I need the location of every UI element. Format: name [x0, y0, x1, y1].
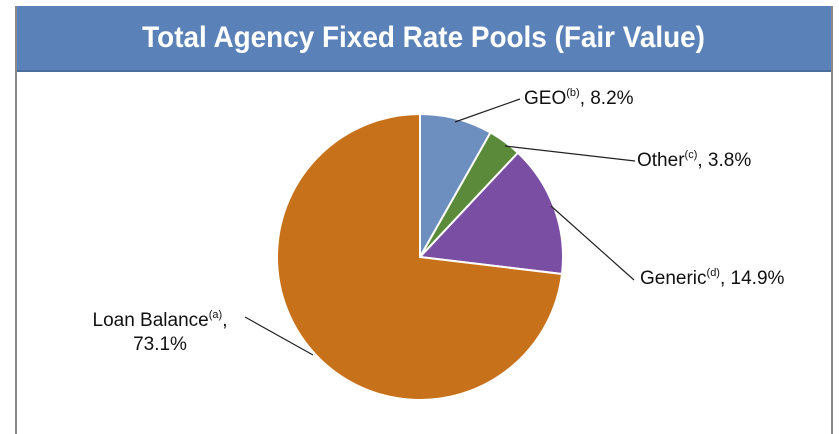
leader-line-loan-balance — [244, 316, 314, 356]
leader-line-geo — [454, 98, 521, 123]
slice-label-generic: Generic(d), 14.9% — [640, 267, 785, 289]
slice-label-loan-balance: Loan Balance(a), 73.1% — [93, 309, 228, 355]
chart-title: Total Agency Fixed Rate Pools (Fair Valu… — [142, 21, 706, 54]
slice-label-other: Other(c), 3.8% — [637, 149, 751, 171]
leader-line-generic — [550, 205, 635, 281]
leader-line-other — [504, 145, 636, 162]
chart-title-bar: Total Agency Fixed Rate Pools (Fair Valu… — [17, 6, 831, 72]
pie-slice-generic — [417, 151, 564, 276]
pie-slice-loan-balance — [276, 112, 564, 401]
slice-label-geo: GEO(b), 8.2% — [524, 87, 634, 109]
